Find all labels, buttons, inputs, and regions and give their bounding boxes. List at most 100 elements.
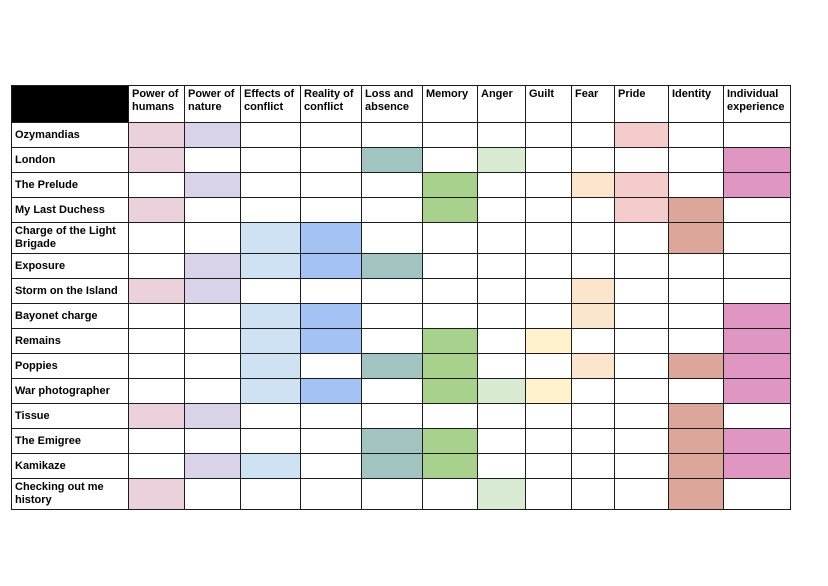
theme-cell xyxy=(240,328,301,354)
theme-cell xyxy=(422,453,478,479)
theme-cell xyxy=(525,172,572,198)
theme-cell xyxy=(723,303,791,329)
theme-cell xyxy=(668,253,724,279)
theme-cell xyxy=(477,122,526,148)
theme-cell xyxy=(668,303,724,329)
theme-cell xyxy=(361,278,423,304)
poem-label: Charge of the Light Brigade xyxy=(11,222,129,254)
theme-cell xyxy=(477,353,526,379)
theme-cell xyxy=(300,453,362,479)
theme-cell xyxy=(422,428,478,454)
table-body: Ozymandias London The Prelude My Last Duche… xyxy=(11,122,791,510)
theme-cell xyxy=(477,278,526,304)
theme-cell xyxy=(300,478,362,510)
theme-cell xyxy=(614,403,669,429)
theme-cell xyxy=(128,378,185,404)
column-header-power-nature: Power of nature xyxy=(184,85,241,123)
theme-cell xyxy=(184,453,241,479)
theme-cell xyxy=(668,478,724,510)
theme-cell xyxy=(361,353,423,379)
theme-cell xyxy=(240,403,301,429)
theme-cell xyxy=(571,278,615,304)
theme-cell xyxy=(525,278,572,304)
theme-cell xyxy=(668,147,724,173)
theme-cell xyxy=(668,453,724,479)
theme-cell xyxy=(525,147,572,173)
table-row: The Prelude xyxy=(11,172,791,198)
theme-cell xyxy=(614,478,669,510)
theme-cell xyxy=(361,478,423,510)
theme-cell xyxy=(571,453,615,479)
theme-cell xyxy=(723,197,791,223)
theme-cell xyxy=(525,197,572,223)
column-header-pride: Pride xyxy=(614,85,669,123)
theme-cell xyxy=(422,303,478,329)
poem-label: The Prelude xyxy=(11,172,129,198)
theme-cell xyxy=(240,278,301,304)
theme-cell xyxy=(723,453,791,479)
theme-cell xyxy=(184,328,241,354)
theme-cell xyxy=(525,122,572,148)
table-row: War photographer xyxy=(11,378,791,404)
theme-cell xyxy=(668,278,724,304)
poem-label: Kamikaze xyxy=(11,453,129,479)
theme-cell xyxy=(571,172,615,198)
table-row: Poppies xyxy=(11,353,791,379)
table-row: My Last Duchess xyxy=(11,197,791,223)
theme-cell xyxy=(240,172,301,198)
theme-cell xyxy=(300,122,362,148)
poem-label: Tissue xyxy=(11,403,129,429)
theme-cell xyxy=(723,122,791,148)
theme-cell xyxy=(723,428,791,454)
theme-cell xyxy=(477,403,526,429)
poem-label: Ozymandias xyxy=(11,122,129,148)
theme-cell xyxy=(525,253,572,279)
table-row: Ozymandias xyxy=(11,122,791,148)
table-row: Remains xyxy=(11,328,791,354)
table-row: Exposure xyxy=(11,253,791,279)
poem-label: Exposure xyxy=(11,253,129,279)
theme-cell xyxy=(614,303,669,329)
theme-cell xyxy=(571,303,615,329)
theme-cell xyxy=(300,428,362,454)
theme-cell xyxy=(477,147,526,173)
theme-cell xyxy=(614,172,669,198)
theme-cell xyxy=(300,147,362,173)
theme-cell xyxy=(614,222,669,254)
theme-cell xyxy=(128,453,185,479)
table-header: Power of humans Power of nature Effects of… xyxy=(11,85,791,123)
theme-cell xyxy=(477,378,526,404)
theme-cell xyxy=(525,428,572,454)
theme-cell xyxy=(571,378,615,404)
theme-cell xyxy=(668,222,724,254)
column-header-identity: Identity xyxy=(668,85,724,123)
theme-cell xyxy=(477,222,526,254)
theme-cell xyxy=(571,147,615,173)
theme-cell xyxy=(614,328,669,354)
poem-label: My Last Duchess xyxy=(11,197,129,223)
theme-cell xyxy=(300,403,362,429)
theme-cell xyxy=(525,453,572,479)
theme-cell xyxy=(723,253,791,279)
theme-cell xyxy=(300,303,362,329)
table-row: Storm on the Island xyxy=(11,278,791,304)
table-row: Tissue xyxy=(11,403,791,429)
theme-cell xyxy=(422,172,478,198)
theme-cell xyxy=(477,303,526,329)
theme-cell xyxy=(614,378,669,404)
theme-cell xyxy=(128,353,185,379)
table-row: Checking out me history xyxy=(11,478,791,510)
theme-cell xyxy=(571,222,615,254)
theme-cell xyxy=(184,478,241,510)
theme-cell xyxy=(723,328,791,354)
poem-label: The Emigree xyxy=(11,428,129,454)
theme-cell xyxy=(128,222,185,254)
theme-cell xyxy=(422,222,478,254)
theme-cell xyxy=(422,328,478,354)
theme-cell xyxy=(184,353,241,379)
theme-cell xyxy=(525,303,572,329)
theme-cell xyxy=(525,222,572,254)
theme-cell xyxy=(128,253,185,279)
theme-cell xyxy=(614,353,669,379)
